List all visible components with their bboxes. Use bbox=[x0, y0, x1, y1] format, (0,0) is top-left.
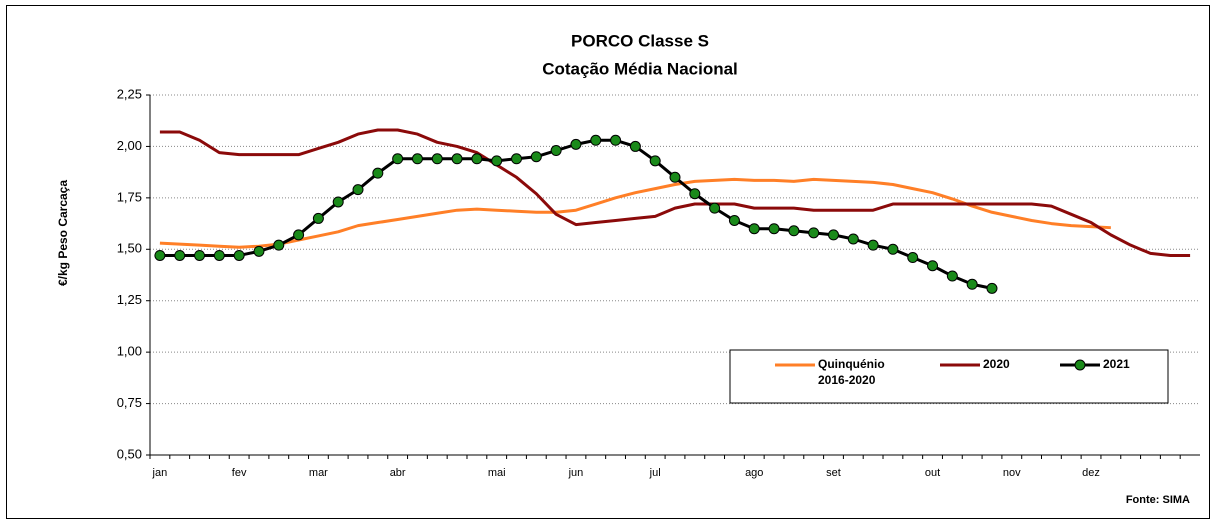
point-marker bbox=[154, 249, 166, 261]
legend-label: Quinquénio 2016-2020 bbox=[818, 357, 885, 387]
point-marker bbox=[411, 153, 423, 165]
point-marker bbox=[392, 153, 404, 165]
point-marker bbox=[451, 153, 463, 165]
x-tick-label: jun bbox=[568, 467, 584, 479]
point-marker bbox=[570, 138, 582, 150]
x-tick-label: nov bbox=[1003, 467, 1021, 479]
x-tick-label: dez bbox=[1082, 467, 1100, 479]
series-line bbox=[159, 177, 1111, 249]
series-line bbox=[159, 128, 1191, 257]
y-tick-label: 0,50 bbox=[117, 446, 142, 461]
point-marker bbox=[946, 270, 958, 282]
point-marker bbox=[649, 155, 661, 167]
point-marker bbox=[907, 252, 919, 264]
point-marker bbox=[669, 171, 681, 183]
y-tick-label: 1,50 bbox=[117, 241, 142, 256]
point-marker bbox=[887, 243, 899, 255]
source: Fonte: SIMA bbox=[1126, 494, 1190, 506]
point-marker bbox=[511, 153, 523, 165]
point-marker bbox=[293, 229, 305, 241]
point-marker bbox=[808, 227, 820, 239]
point-marker bbox=[788, 225, 800, 237]
point-marker bbox=[431, 153, 443, 165]
x-tick-label: abr bbox=[390, 467, 406, 479]
legend-box bbox=[729, 349, 1169, 404]
x-tick-label: mar bbox=[309, 467, 328, 479]
x-tick-label: jan bbox=[152, 467, 168, 479]
legend-label: 2021 bbox=[1103, 357, 1130, 371]
point-marker bbox=[273, 239, 285, 251]
point-marker bbox=[709, 202, 721, 214]
point-marker bbox=[174, 249, 186, 261]
point-marker bbox=[966, 278, 978, 290]
y-tick-label: 2,25 bbox=[117, 86, 142, 101]
point-marker bbox=[689, 188, 701, 200]
y-axis-title: €/kg Peso Carcaça bbox=[56, 180, 70, 286]
x-tick-label: set bbox=[826, 467, 841, 479]
y-tick-label: 1,00 bbox=[117, 344, 142, 359]
point-marker bbox=[827, 229, 839, 241]
chart-frame bbox=[6, 5, 1210, 519]
point-marker bbox=[590, 134, 602, 146]
point-marker bbox=[352, 184, 364, 196]
point-marker bbox=[213, 249, 225, 261]
point-marker bbox=[194, 249, 206, 261]
point-marker bbox=[867, 239, 879, 251]
point-marker bbox=[768, 223, 780, 235]
legend-label: 2020 bbox=[983, 357, 1010, 371]
point-marker bbox=[491, 155, 503, 167]
chart-subtitle: Cotação Média Nacional bbox=[542, 59, 738, 78]
point-marker bbox=[927, 260, 939, 272]
point-marker bbox=[610, 134, 622, 146]
point-marker bbox=[233, 249, 245, 261]
x-tick-label: mai bbox=[488, 467, 506, 479]
chart-title: PORCO Classe S bbox=[571, 31, 709, 50]
x-tick-label: jul bbox=[649, 467, 661, 479]
point-marker bbox=[629, 140, 641, 152]
point-marker bbox=[728, 214, 740, 226]
y-tick-label: 2,00 bbox=[117, 138, 142, 153]
x-tick-label: ago bbox=[745, 467, 763, 479]
point-marker bbox=[550, 145, 562, 157]
x-tick-label: fev bbox=[232, 467, 247, 479]
x-tick-label: out bbox=[925, 467, 940, 479]
point-marker bbox=[748, 223, 760, 235]
point-marker bbox=[847, 233, 859, 245]
point-marker bbox=[372, 167, 384, 179]
point-marker bbox=[986, 282, 998, 294]
y-tick-label: 1,75 bbox=[117, 189, 142, 204]
y-tick-label: 0,75 bbox=[117, 395, 142, 410]
point-marker bbox=[530, 151, 542, 163]
point-marker bbox=[332, 196, 344, 208]
point-marker bbox=[253, 245, 265, 257]
y-tick-label: 1,25 bbox=[117, 292, 142, 307]
legend-marker bbox=[1074, 359, 1086, 371]
point-marker bbox=[312, 212, 324, 224]
point-marker bbox=[471, 153, 483, 165]
